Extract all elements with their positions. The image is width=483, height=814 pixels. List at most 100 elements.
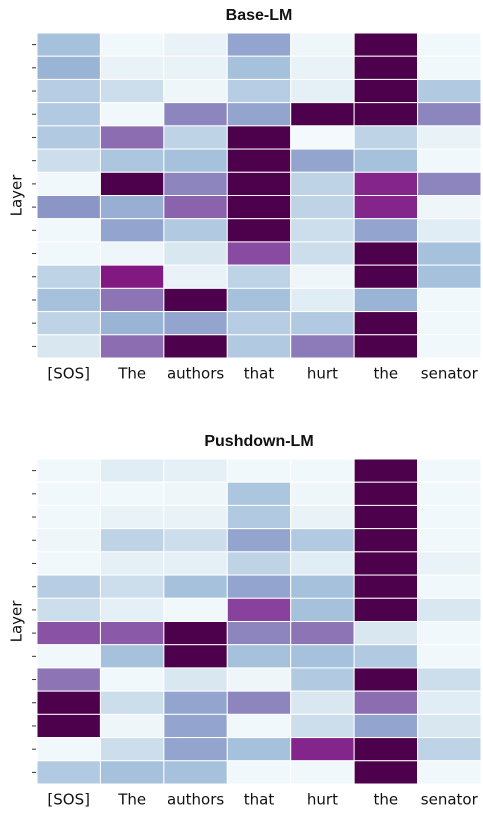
heatmap-cell xyxy=(417,334,482,359)
heatmap-cell xyxy=(353,621,419,646)
heatmap-cell xyxy=(226,644,292,669)
heatmap-cell xyxy=(99,667,165,692)
heatmap-cell xyxy=(99,32,165,57)
heatmap-cell xyxy=(353,148,419,173)
heatmap-cell xyxy=(163,644,228,669)
heatmap-cell xyxy=(417,78,482,104)
heatmap-cell xyxy=(226,195,292,220)
heatmap-cell xyxy=(36,621,101,646)
heatmap-cell xyxy=(36,644,101,669)
heatmap-cell xyxy=(226,334,292,359)
heatmap-cell xyxy=(36,551,101,576)
heatmap-cell xyxy=(163,287,228,313)
heatmap-cell xyxy=(417,528,482,553)
x-tick-label: hurt xyxy=(307,365,338,383)
heatmap-cell xyxy=(99,621,165,646)
heatmap-cell xyxy=(99,597,165,622)
heatmap-cell xyxy=(353,551,419,576)
heatmap-cell xyxy=(290,481,355,506)
heatmap-cell xyxy=(353,311,419,336)
heatmap-cell xyxy=(36,125,101,150)
heatmap-cell xyxy=(36,574,101,599)
heatmap-cell xyxy=(36,713,101,739)
heatmap-cell xyxy=(353,574,419,599)
heatmap-cell xyxy=(163,241,228,266)
heatmap-cell xyxy=(290,55,355,80)
heatmap-cell xyxy=(99,528,165,553)
heatmap-cell xyxy=(226,102,292,127)
heatmap-cell xyxy=(36,241,101,266)
heatmap-cell xyxy=(99,713,165,739)
heatmap-cell xyxy=(290,311,355,336)
heatmap-cell xyxy=(353,667,419,692)
heatmap-cell xyxy=(36,311,101,336)
heatmap-cell xyxy=(163,334,228,359)
heatmap-cell xyxy=(36,264,101,289)
heatmap-cell xyxy=(417,195,482,220)
heatmap-cell xyxy=(163,148,228,173)
heatmap-cell xyxy=(290,597,355,622)
heatmap-cell xyxy=(290,574,355,599)
heatmap-cell xyxy=(417,55,482,80)
heatmap-cell xyxy=(290,241,355,266)
chart-title: Pushdown-LM xyxy=(204,433,313,450)
heatmap-cell xyxy=(353,102,419,127)
y-axis-label: Layer xyxy=(8,174,26,217)
heatmap-cell xyxy=(353,504,419,530)
heatmap-cell xyxy=(417,621,482,646)
heatmap-cell xyxy=(290,621,355,646)
heatmap-cell xyxy=(99,551,165,576)
heatmap-cell xyxy=(163,504,228,530)
heatmap-cell xyxy=(417,241,482,266)
heatmap-cell xyxy=(163,713,228,739)
heatmap-cell xyxy=(163,102,228,127)
heatmap-cell xyxy=(290,218,355,243)
heatmap-cell xyxy=(163,690,228,715)
heatmap-cell xyxy=(290,551,355,576)
heatmap-cell xyxy=(353,644,419,669)
heatmap-cell xyxy=(99,644,165,669)
heatmap-cell xyxy=(417,551,482,576)
heatmap-cell xyxy=(353,760,419,785)
heatmap-cell xyxy=(36,195,101,220)
x-tick-label: the xyxy=(374,791,399,809)
heatmap-cell xyxy=(163,481,228,506)
heatmap-cell xyxy=(353,334,419,359)
heatmap-cell xyxy=(36,504,101,530)
heatmap-cell xyxy=(226,621,292,646)
heatmap-cell xyxy=(353,218,419,243)
heatmap-cell xyxy=(226,737,292,762)
heatmap-cell xyxy=(163,667,228,692)
heatmap-cell xyxy=(99,574,165,599)
heatmap-cell xyxy=(417,737,482,762)
heatmap-cell xyxy=(417,644,482,669)
heatmap-cell xyxy=(163,264,228,289)
heatmap-cell xyxy=(226,551,292,576)
heatmap-cell xyxy=(417,690,482,715)
heatmap-cell xyxy=(163,195,228,220)
heatmap-cell xyxy=(36,287,101,313)
heatmap-cell xyxy=(99,78,165,104)
heatmap-cell xyxy=(290,287,355,313)
heatmap-cell xyxy=(163,737,228,762)
heatmap-cell xyxy=(290,148,355,173)
heatmap-cell xyxy=(417,218,482,243)
heatmap-cell xyxy=(163,597,228,622)
heatmap-cell xyxy=(353,55,419,80)
heatmap-cell xyxy=(417,713,482,739)
heatmap-cell xyxy=(36,690,101,715)
heatmap-cell xyxy=(226,690,292,715)
heatmap-cell xyxy=(417,102,482,127)
heatmap-cell xyxy=(99,287,165,313)
heatmap-cell xyxy=(99,481,165,506)
heatmap-cell xyxy=(36,148,101,173)
heatmap-cell xyxy=(36,78,101,104)
heatmap-cell xyxy=(290,171,355,197)
x-tick-label: authors xyxy=(167,791,224,809)
heatmap-cell xyxy=(417,481,482,506)
heatmap-cell xyxy=(417,458,482,483)
heatmap-cell xyxy=(417,264,482,289)
heatmap-cell xyxy=(417,171,482,197)
x-tick-label: hurt xyxy=(307,791,338,809)
